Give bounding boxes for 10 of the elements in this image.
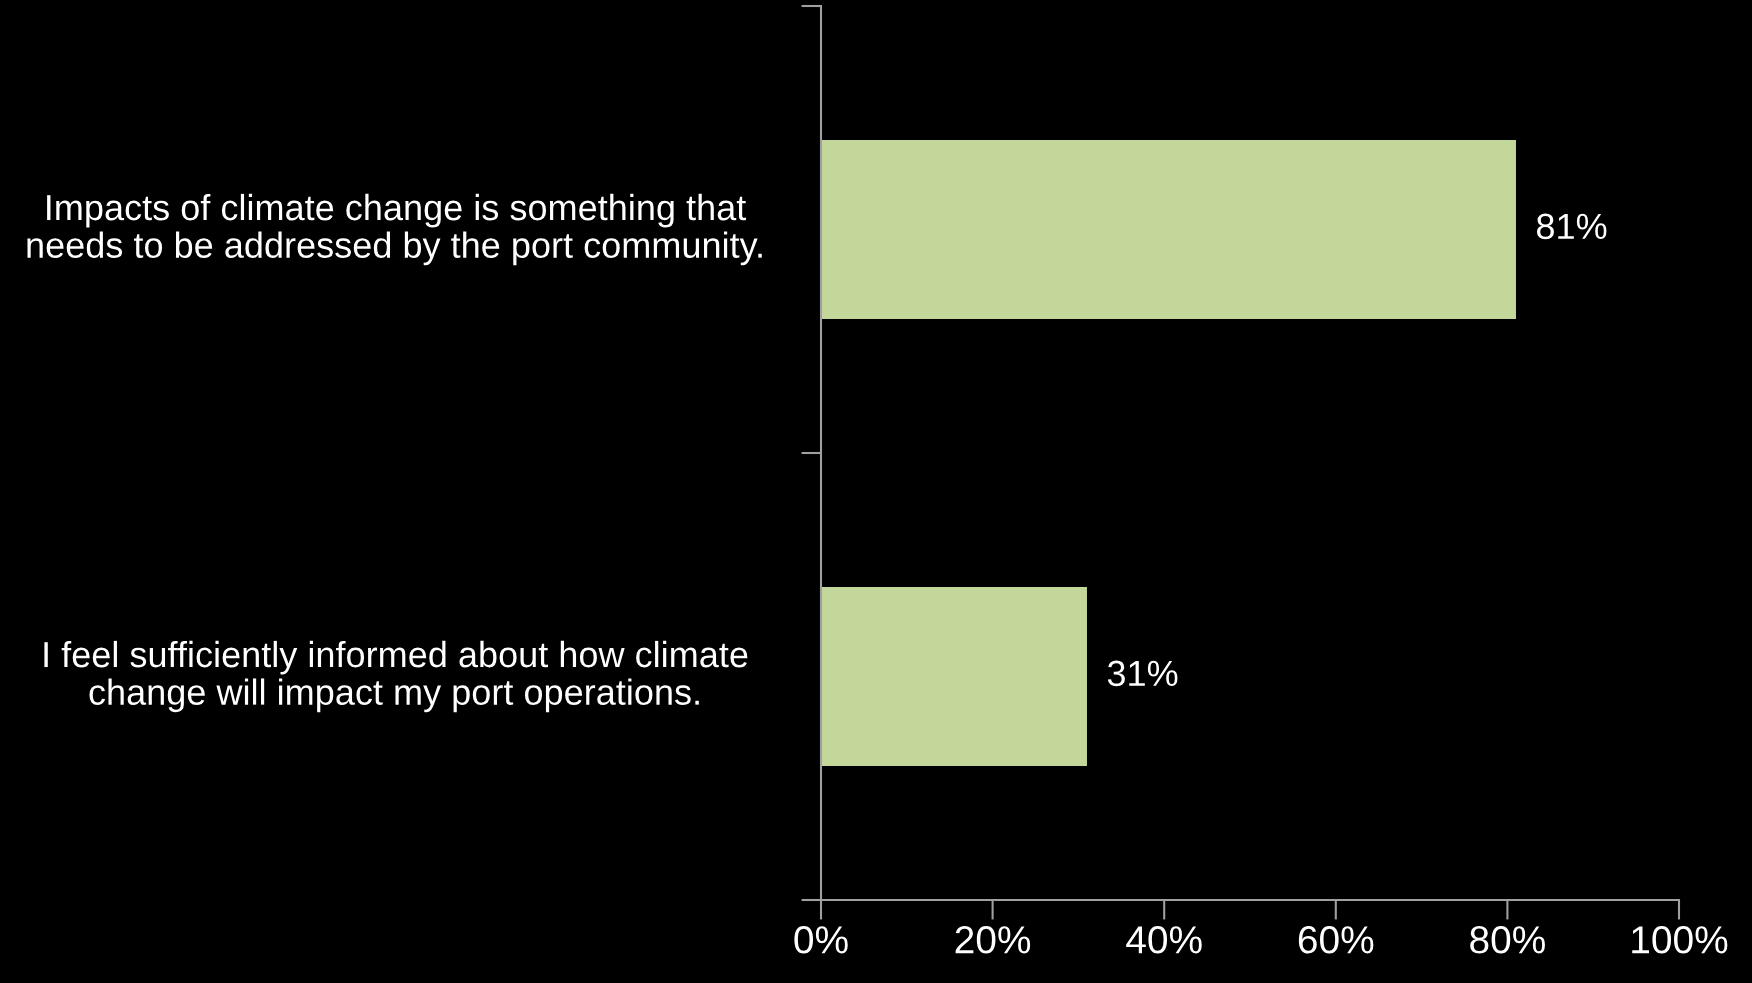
data-label: 81% [1536,213,1607,240]
data-label: 31% [1107,660,1178,687]
y-tick-label: Impacts of climate change is something that needs to be addressed by the port community. [27,193,762,266]
x-tick-label: 60% [1298,926,1374,954]
x-tick-label: 100% [1632,926,1728,954]
x-tick-label: 0% [794,926,848,954]
y-tick-label: I feel sufficiently informed about how climate change will impact my port operations. [44,640,748,713]
x-tick-label: 20% [955,926,1031,954]
x-tick-label: 40% [1126,926,1202,954]
x-tick-label: 80% [1470,926,1545,954]
